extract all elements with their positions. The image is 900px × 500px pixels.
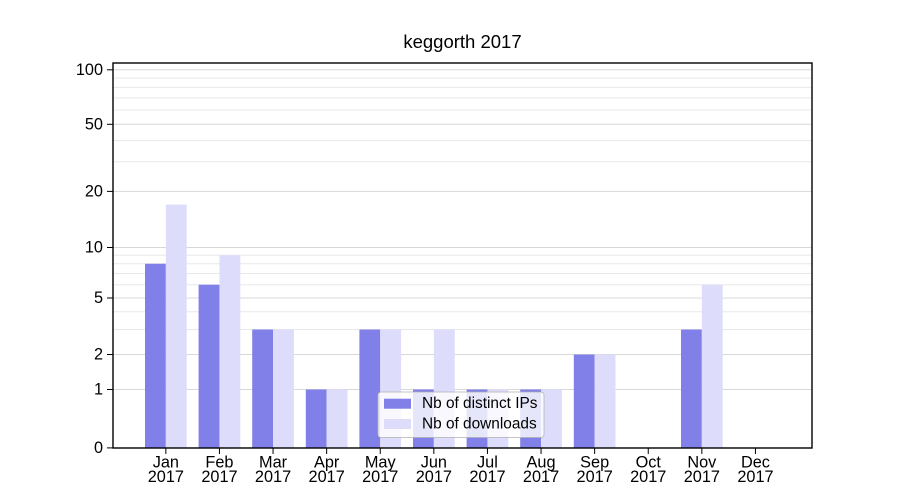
svg-text:Nb of distinct IPs: Nb of distinct IPs xyxy=(422,395,538,412)
svg-text:1: 1 xyxy=(94,381,103,399)
svg-text:2017: 2017 xyxy=(577,468,613,486)
svg-text:2017: 2017 xyxy=(148,468,184,486)
svg-text:2017: 2017 xyxy=(630,468,666,486)
svg-text:keggorth 2017: keggorth 2017 xyxy=(403,31,521,52)
svg-text:2017: 2017 xyxy=(255,468,291,486)
svg-text:Nb of downloads: Nb of downloads xyxy=(422,415,537,432)
svg-text:2017: 2017 xyxy=(737,468,773,486)
svg-text:0: 0 xyxy=(94,439,103,457)
svg-text:2017: 2017 xyxy=(362,468,398,486)
svg-text:50: 50 xyxy=(85,115,103,133)
svg-text:20: 20 xyxy=(85,182,103,200)
svg-text:2: 2 xyxy=(94,346,103,364)
svg-text:2017: 2017 xyxy=(684,468,720,486)
svg-text:10: 10 xyxy=(85,239,103,257)
svg-text:2017: 2017 xyxy=(523,468,559,486)
svg-text:100: 100 xyxy=(76,61,103,79)
svg-text:5: 5 xyxy=(94,289,103,307)
svg-text:2017: 2017 xyxy=(469,468,505,486)
svg-text:2017: 2017 xyxy=(309,468,345,486)
svg-text:2017: 2017 xyxy=(201,468,237,486)
svg-text:2017: 2017 xyxy=(416,468,452,486)
